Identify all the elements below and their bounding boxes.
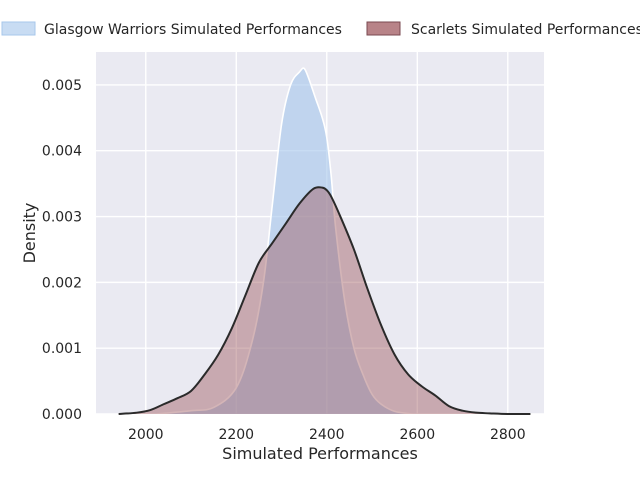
scarlets-legend-label: Scarlets Simulated Performances [411, 22, 640, 38]
x-tick-label: 2000 [128, 427, 164, 443]
glasgow-warriors-legend-label: Glasgow Warriors Simulated Performances [44, 22, 342, 38]
scarlets-density-line [118, 186, 531, 415]
legend: Glasgow Warriors Simulated Performances S… [1, 21, 640, 38]
y-tick-label: 0.000 [42, 407, 82, 423]
glasgow-warriors-density-line [157, 67, 413, 415]
x-axis-label: Simulated Performances [222, 444, 418, 463]
y-tick-label: 0.002 [42, 275, 82, 291]
y-tick-label: 0.003 [42, 210, 82, 226]
x-axis-ticks: 2000 2200 2400 2600 2800 [128, 427, 526, 443]
x-tick-label: 2600 [399, 427, 435, 443]
y-tick-label: 0.004 [42, 144, 82, 160]
series-layer [118, 67, 531, 415]
x-tick-label: 2200 [218, 427, 254, 443]
glasgow-warriors-legend-swatch [1, 21, 36, 36]
y-axis-ticks: 0.000 0.001 0.002 0.003 0.004 0.005 [42, 78, 82, 423]
y-axis-label: Density [20, 203, 39, 264]
x-tick-label: 2800 [490, 427, 526, 443]
scarlets-density-area [118, 187, 531, 414]
x-tick-label: 2400 [309, 427, 345, 443]
y-tick-label: 0.001 [42, 341, 82, 357]
y-tick-label: 0.005 [42, 78, 82, 94]
scarlets-legend-swatch [366, 21, 401, 36]
